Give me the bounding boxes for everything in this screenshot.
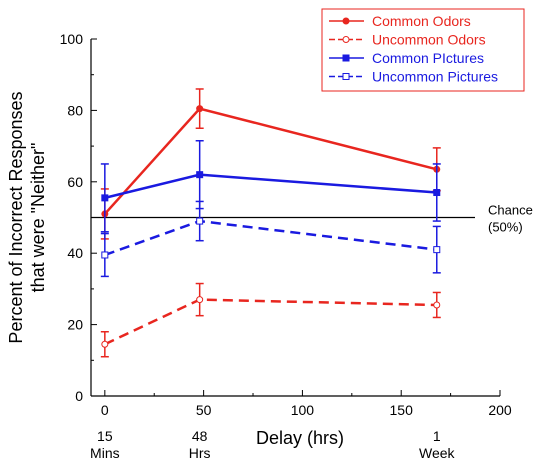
- series-line: [103, 107, 438, 215]
- x-axis-title: Delay (hrs): [256, 428, 344, 448]
- x-tick-label: 150: [390, 402, 414, 418]
- y-tick-label: 40: [67, 245, 83, 261]
- y-tick-label: 20: [67, 317, 83, 333]
- data-point: [196, 171, 204, 179]
- x-sublabel: Week: [419, 445, 456, 461]
- x-tick-label: 200: [488, 402, 512, 418]
- data-point: [196, 105, 204, 113]
- y-tick-label: 60: [67, 174, 83, 190]
- x-tick-label: 50: [196, 402, 212, 418]
- legend-marker: [342, 17, 350, 25]
- legend-label: Uncommon Pictures: [372, 69, 498, 85]
- data-point: [196, 296, 204, 304]
- legend-label: Common Odors: [372, 13, 471, 29]
- x-sublabel: 15: [97, 428, 113, 444]
- data-point: [101, 340, 109, 348]
- y-axis-title: Percent of Incorrect Responses: [6, 91, 26, 343]
- legend-marker: [342, 36, 350, 43]
- legend-marker: [342, 54, 350, 62]
- x-sublabel: Hrs: [189, 445, 211, 461]
- series-line: [104, 219, 437, 257]
- y-tick-label: 80: [67, 102, 83, 118]
- legend-box: [321, 8, 525, 92]
- data-point: [101, 251, 109, 259]
- data-point: [433, 189, 441, 197]
- x-sublabel: Mins: [90, 445, 120, 461]
- x-tick-label: 0: [101, 402, 109, 418]
- x-tick-label: 100: [291, 402, 315, 418]
- legend-marker: [342, 73, 350, 80]
- y-tick-label: 0: [75, 388, 83, 404]
- series-line: [104, 173, 437, 200]
- y-tick-label: 100: [60, 31, 84, 47]
- series-line: [104, 298, 437, 346]
- chance-label: (50%): [488, 220, 523, 235]
- data-point: [433, 301, 441, 309]
- y-axis-title: that were "Neither": [28, 143, 48, 293]
- legend-label: Common PIctures: [372, 50, 484, 66]
- chance-label: Chance: [488, 203, 533, 218]
- data-point: [433, 246, 441, 254]
- legend-label: Uncommon Odors: [372, 32, 486, 48]
- data-point: [101, 194, 109, 202]
- x-sublabel: 48: [192, 428, 208, 444]
- data-point: [196, 217, 204, 225]
- x-sublabel: 1: [433, 428, 441, 444]
